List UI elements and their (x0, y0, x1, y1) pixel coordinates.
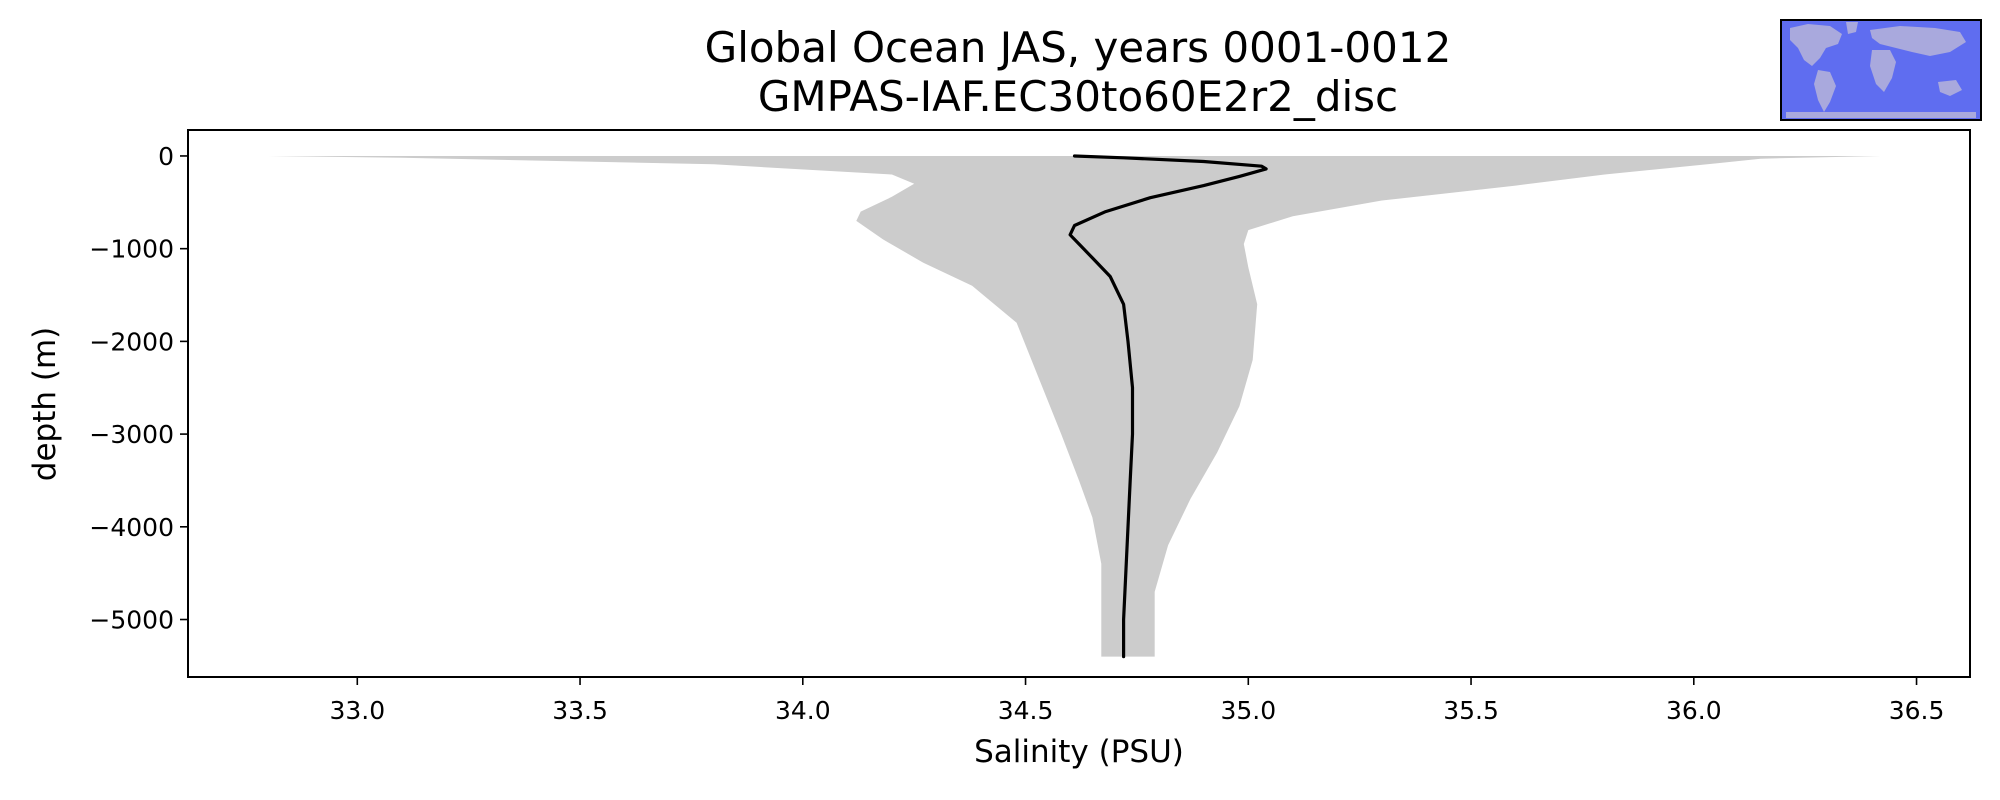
plot-frame (187, 129, 1971, 678)
x-axis: 33.0 33.5 34.0 34.5 35.0 35.5 36.0 36.5 (329, 677, 1944, 725)
x-tick-label: 34.0 (775, 696, 831, 725)
inset-land-mass-6 (1786, 112, 1976, 118)
y-tick-label: −4000 (89, 513, 174, 542)
x-tick-label: 36.5 (1889, 696, 1945, 725)
y-tick-label: −1000 (89, 235, 174, 264)
x-tick-label: 35.5 (1443, 696, 1499, 725)
x-tick-label: 36.0 (1666, 696, 1722, 725)
inset-land-mass-4 (1870, 50, 1896, 92)
inset-land-mass-2 (1846, 22, 1858, 34)
inset-map-land (1786, 22, 1976, 118)
inset-land-mass-5 (1938, 80, 1962, 96)
chart-title-line-1: Global Ocean JAS, years 0001-0012 (705, 23, 1452, 72)
x-tick-label: 35.0 (1220, 696, 1276, 725)
x-axis-label: Salinity (PSU) (974, 734, 1184, 770)
inset-land-mass-1 (1814, 70, 1836, 112)
salinity-range-envelope (268, 156, 1881, 657)
y-tick-label: 0 (158, 142, 174, 171)
envelope-layer (268, 156, 1881, 657)
y-tick-label: −2000 (89, 327, 174, 356)
y-tick-label: −5000 (89, 606, 174, 635)
x-tick-label: 33.0 (329, 696, 385, 725)
inset-land-mass-3 (1870, 26, 1966, 56)
y-axis-label: depth (m) (27, 327, 63, 481)
salinity-profile-line-0 (1068, 154, 1268, 659)
series-layer (1068, 154, 1268, 659)
plot-area (187, 129, 1971, 678)
x-tick-label: 34.5 (998, 696, 1054, 725)
y-axis: 0 −1000 −2000 −3000 −4000 −5000 (89, 142, 188, 635)
y-tick-label: −3000 (89, 420, 174, 449)
inset-land-mass-0 (1790, 24, 1842, 66)
chart-title-line-2: GMPAS-IAF.EC30to60E2r2_disc (758, 72, 1398, 121)
inset-world-map (1780, 19, 1982, 121)
x-tick-label: 33.5 (552, 696, 608, 725)
